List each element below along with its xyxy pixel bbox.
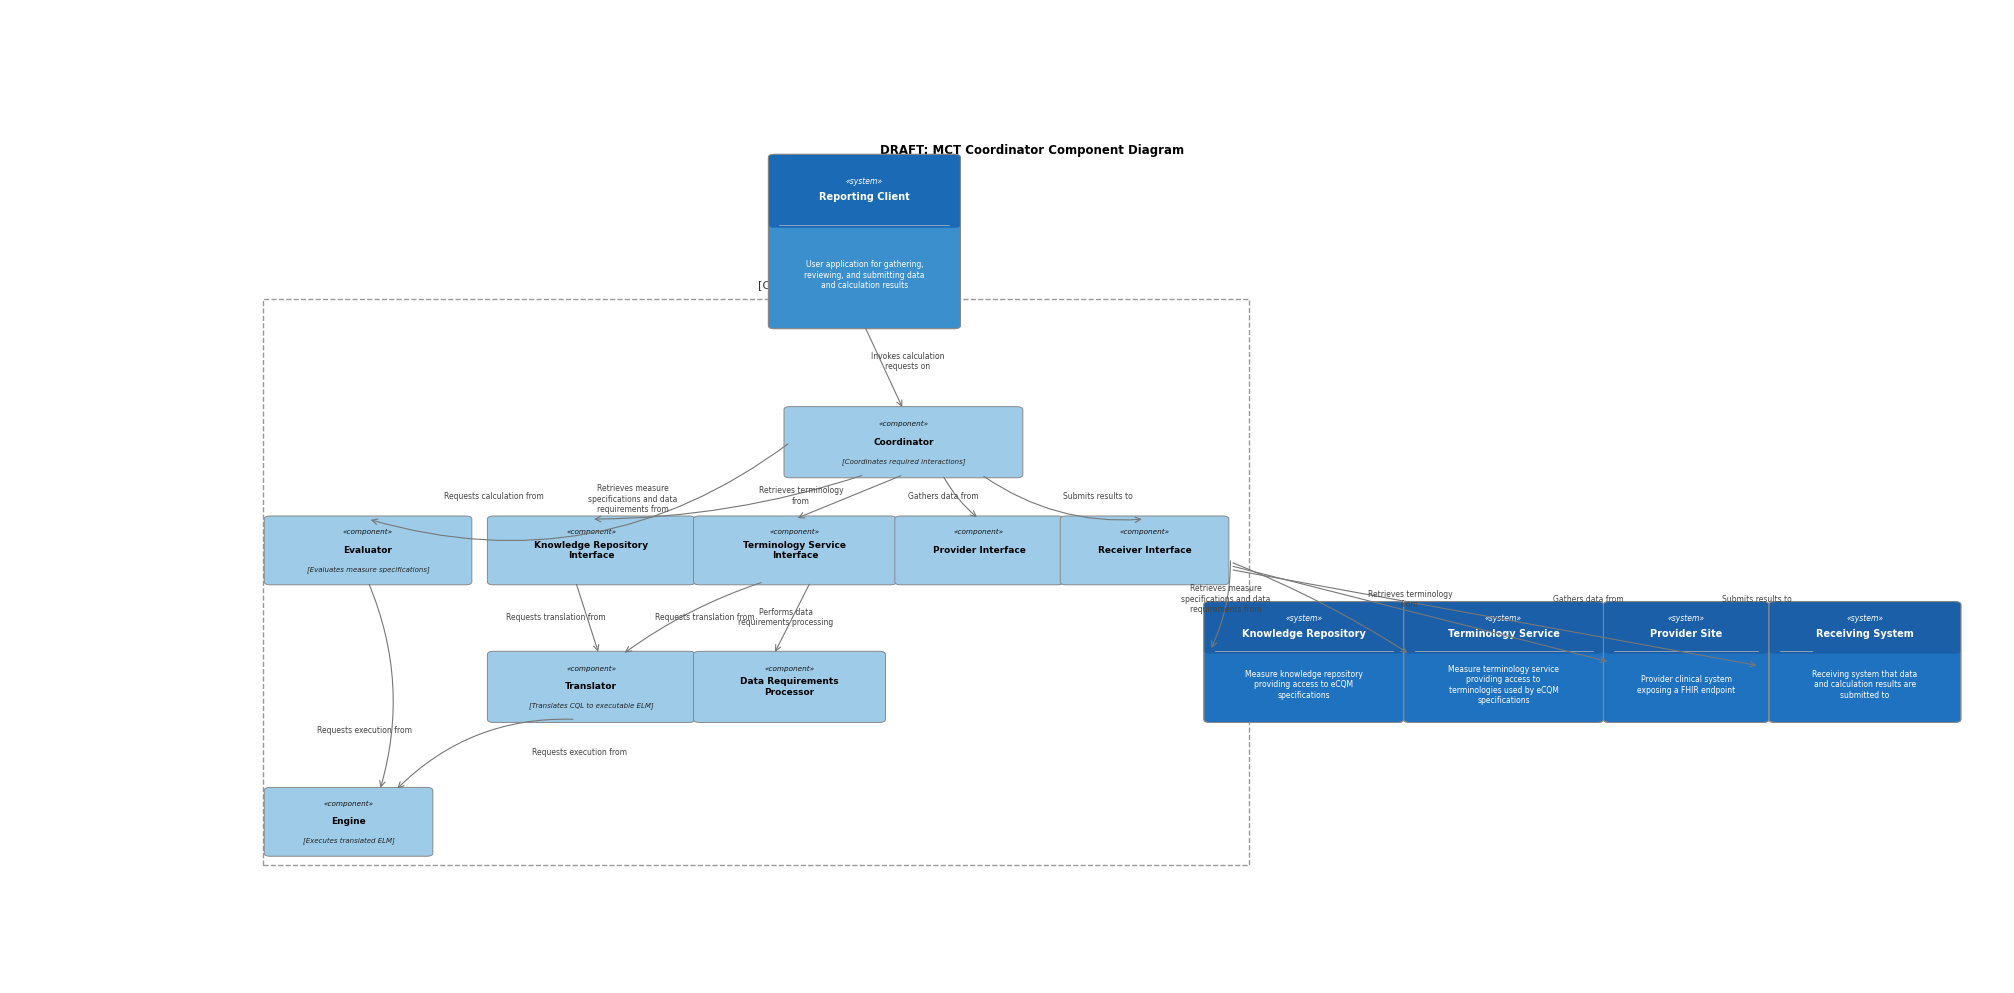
Text: «component»: «component» <box>955 529 1005 535</box>
Text: Knowledge Repository
Interface: Knowledge Repository Interface <box>534 541 649 560</box>
FancyBboxPatch shape <box>693 516 896 585</box>
Text: Gathers data from: Gathers data from <box>1553 595 1623 604</box>
FancyBboxPatch shape <box>264 516 471 585</box>
Text: [Coordinates required interactions]: [Coordinates required interactions] <box>842 458 965 465</box>
Text: Measure knowledge repository
providing access to eCQM
specifications: Measure knowledge repository providing a… <box>1245 670 1363 700</box>
Text: «system»: «system» <box>846 178 882 187</box>
Text: Receiver Interface: Receiver Interface <box>1098 546 1192 555</box>
Text: «component»: «component» <box>769 529 820 535</box>
Text: Gathers data from: Gathers data from <box>908 492 979 500</box>
Text: «component»: «component» <box>878 421 928 427</box>
Text: «component»: «component» <box>342 529 393 535</box>
Text: User application for gathering,
reviewing, and submitting data
and calculation r: User application for gathering, reviewin… <box>804 260 924 290</box>
Text: Requests translation from: Requests translation from <box>506 614 606 623</box>
FancyBboxPatch shape <box>783 407 1023 478</box>
FancyBboxPatch shape <box>1768 602 1962 653</box>
Text: «component»: «component» <box>1120 529 1170 535</box>
FancyBboxPatch shape <box>1059 516 1229 585</box>
Text: Requests translation from: Requests translation from <box>655 614 753 623</box>
Text: Submits results to: Submits results to <box>1722 595 1790 604</box>
Text: Requests execution from: Requests execution from <box>532 748 626 757</box>
Text: Engine: Engine <box>330 817 367 826</box>
Text: Provider clinical system
exposing a FHIR endpoint: Provider clinical system exposing a FHIR… <box>1637 675 1736 695</box>
Text: MCT
[Container]: MCT [Container] <box>759 268 822 290</box>
Text: [Evaluates measure specifications]: [Evaluates measure specifications] <box>306 566 429 573</box>
Text: [Translates CQL to executable ELM]: [Translates CQL to executable ELM] <box>530 703 655 709</box>
Text: Evaluator: Evaluator <box>344 546 393 555</box>
Text: [Executes translated ELM]: [Executes translated ELM] <box>302 837 395 844</box>
Text: Submits results to: Submits results to <box>1063 492 1132 500</box>
Text: «component»: «component» <box>566 665 616 671</box>
Text: Retrieves measure
specifications and data
requirements from: Retrieves measure specifications and dat… <box>588 485 677 514</box>
Text: «component»: «component» <box>765 665 814 671</box>
Text: Terminology Service
Interface: Terminology Service Interface <box>743 541 846 560</box>
Text: «system»: «system» <box>1484 614 1523 623</box>
FancyBboxPatch shape <box>1603 602 1768 653</box>
Text: Provider Site: Provider Site <box>1649 629 1722 638</box>
FancyBboxPatch shape <box>1404 602 1603 653</box>
FancyBboxPatch shape <box>894 516 1063 585</box>
Text: DRAFT: MCT Coordinator Component Diagram: DRAFT: MCT Coordinator Component Diagram <box>880 144 1184 157</box>
Text: Knowledge Repository: Knowledge Repository <box>1243 629 1365 638</box>
FancyBboxPatch shape <box>487 516 695 585</box>
Text: «system»: «system» <box>1847 614 1883 623</box>
Text: Translator: Translator <box>566 682 616 691</box>
Text: «system»: «system» <box>1668 614 1704 623</box>
FancyBboxPatch shape <box>264 787 433 856</box>
FancyBboxPatch shape <box>769 154 961 329</box>
Text: Terminology Service: Terminology Service <box>1448 629 1559 638</box>
Text: Receiving system that data
and calculation results are
submitted to: Receiving system that data and calculati… <box>1813 670 1917 700</box>
FancyBboxPatch shape <box>693 651 886 723</box>
FancyBboxPatch shape <box>487 651 695 723</box>
Text: Measure terminology service
providing access to
terminologies used by eCQM
speci: Measure terminology service providing ac… <box>1448 665 1559 705</box>
Text: Coordinator: Coordinator <box>874 438 934 447</box>
Text: Retrieves measure
specifications and data
requirements from: Retrieves measure specifications and dat… <box>1180 585 1271 615</box>
FancyBboxPatch shape <box>769 154 961 227</box>
FancyBboxPatch shape <box>1603 602 1768 723</box>
FancyBboxPatch shape <box>1204 602 1404 723</box>
Text: Receiving System: Receiving System <box>1817 629 1913 638</box>
Text: Performs data
requirements processing: Performs data requirements processing <box>737 608 834 628</box>
Text: Invokes calculation
requests on: Invokes calculation requests on <box>870 352 945 371</box>
FancyBboxPatch shape <box>1204 602 1404 653</box>
FancyBboxPatch shape <box>1768 602 1962 723</box>
Text: Requests calculation from: Requests calculation from <box>443 492 544 500</box>
Bar <box>262 299 1249 865</box>
Text: Data Requirements
Processor: Data Requirements Processor <box>741 677 838 696</box>
Text: Retrieves terminology
from: Retrieves terminology from <box>759 487 844 505</box>
Text: «system»: «system» <box>1285 614 1323 623</box>
Text: «component»: «component» <box>324 800 373 806</box>
Text: «component»: «component» <box>566 529 616 535</box>
Text: Retrieves terminology
from: Retrieves terminology from <box>1368 590 1452 609</box>
FancyBboxPatch shape <box>1404 602 1603 723</box>
Text: Requests execution from: Requests execution from <box>316 726 411 736</box>
Text: Provider Interface: Provider Interface <box>932 546 1025 555</box>
Text: Reporting Client: Reporting Client <box>820 193 910 203</box>
